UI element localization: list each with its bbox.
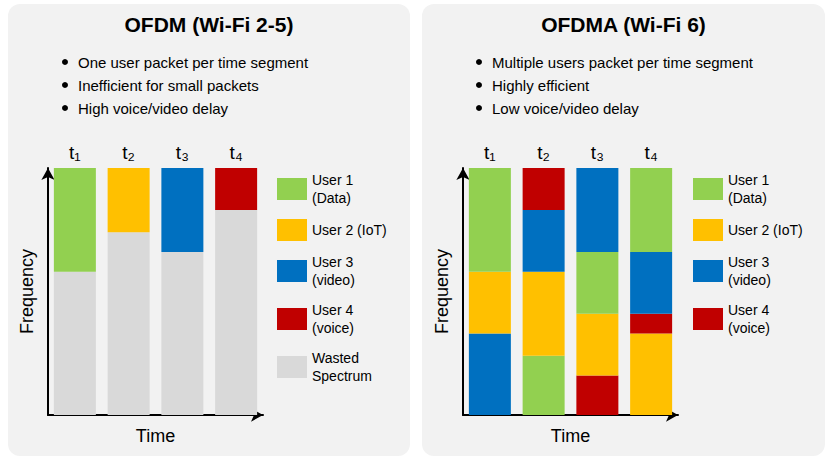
svg-text:User 3: User 3 bbox=[312, 254, 357, 270]
svg-text:(voice): (voice) bbox=[312, 320, 354, 336]
svg-text:t₄: t₄ bbox=[645, 142, 658, 163]
svg-text:One user packet per time segme: One user packet per time segment bbox=[78, 54, 309, 71]
svg-text:Wasted: Wasted bbox=[312, 350, 363, 366]
svg-text:(video): (video) bbox=[728, 272, 771, 288]
svg-text:Multiple users packet per time: Multiple users packet per time segment bbox=[492, 54, 754, 71]
svg-text:OFDM (Wi-Fi 2-5): OFDM (Wi-Fi 2-5) bbox=[125, 13, 294, 36]
svg-text:t₂: t₂ bbox=[537, 142, 550, 163]
svg-text:(video): (video) bbox=[312, 272, 355, 288]
svg-text:t₃: t₃ bbox=[591, 142, 604, 163]
svg-text:High voice/video delay: High voice/video delay bbox=[78, 100, 229, 117]
svg-text:t₂: t₂ bbox=[122, 142, 135, 163]
svg-text:Time: Time bbox=[551, 426, 590, 446]
svg-text:(Data): (Data) bbox=[312, 190, 351, 206]
svg-text:User 1: User 1 bbox=[312, 172, 357, 188]
svg-text:User 3: User 3 bbox=[728, 254, 773, 270]
svg-text:t₁: t₁ bbox=[484, 142, 496, 163]
svg-text:Low voice/video delay: Low voice/video delay bbox=[492, 100, 639, 117]
svg-text:User 4: User 4 bbox=[728, 302, 773, 318]
svg-text:Frequency: Frequency bbox=[17, 249, 37, 334]
svg-text:Highly efficient: Highly efficient bbox=[492, 77, 590, 94]
svg-text:t₁: t₁ bbox=[69, 142, 81, 163]
svg-text:t₄: t₄ bbox=[230, 142, 243, 163]
svg-text:User 2 (IoT): User 2 (IoT) bbox=[312, 222, 387, 238]
svg-text:User 2 (IoT): User 2 (IoT) bbox=[728, 222, 803, 238]
svg-text:Inefficient for small packets: Inefficient for small packets bbox=[78, 77, 259, 94]
svg-text:(Data): (Data) bbox=[728, 190, 767, 206]
svg-text:Time: Time bbox=[136, 426, 175, 446]
svg-text:t₃: t₃ bbox=[176, 142, 189, 163]
svg-text:Spectrum: Spectrum bbox=[312, 368, 372, 384]
svg-text:OFDMA (Wi-Fi 6): OFDMA (Wi-Fi 6) bbox=[541, 13, 706, 36]
svg-text:Frequency: Frequency bbox=[432, 249, 452, 334]
svg-text:User 1: User 1 bbox=[728, 172, 773, 188]
svg-text:User 4: User 4 bbox=[312, 302, 357, 318]
svg-text:(voice): (voice) bbox=[728, 320, 770, 336]
